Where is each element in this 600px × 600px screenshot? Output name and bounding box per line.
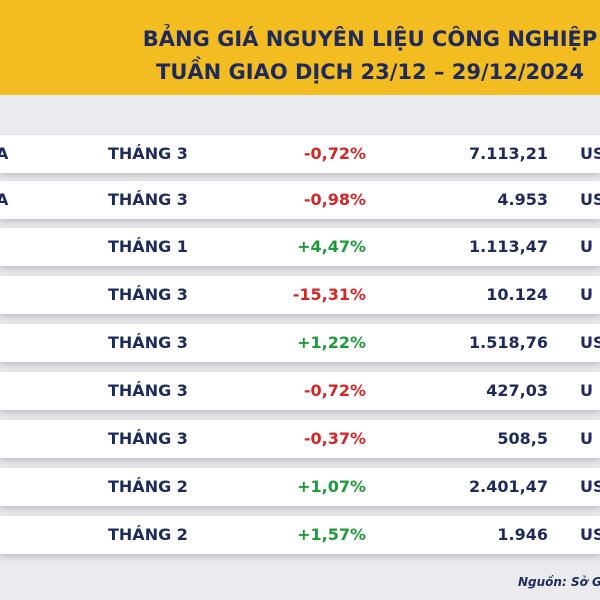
contract-month: THÁNG 3	[108, 381, 188, 400]
price-value: 1.518,76	[469, 333, 548, 352]
contract-month: THÁNG 3	[108, 144, 188, 163]
table-row: THÁNG 3 +1,22% 1.518,76 US	[0, 324, 600, 362]
price-value: 508,5	[497, 429, 548, 448]
contract-month: THÁNG 2	[108, 477, 188, 496]
price-change: -0,72%	[303, 381, 366, 400]
contract-month: THÁNG 3	[108, 429, 188, 448]
price-value: 2.401,47	[469, 477, 548, 496]
price-change: -0,37%	[303, 429, 366, 448]
page-subtitle: TUẦN GIAO DỊCH 23/12 – 29/12/2024	[156, 60, 584, 84]
price-unit: US	[580, 144, 600, 163]
table-row: THÁNG 3 -0,37% 508,5 U	[0, 420, 600, 458]
table-row: THÁNG 2 +1,07% 2.401,47 US	[0, 468, 600, 506]
price-change: +1,22%	[297, 333, 366, 352]
table-row: A THÁNG 3 -0,98% 4.953 US	[0, 181, 600, 219]
price-unit: US	[580, 477, 600, 496]
price-unit: US	[580, 525, 600, 544]
table-row: THÁNG 2 +1,57% 1.946 US	[0, 516, 600, 554]
header-banner: BẢNG GIÁ NGUYÊN LIỆU CÔNG NGHIỆP TUẦN GI…	[0, 0, 600, 95]
price-unit: US	[580, 190, 600, 209]
price-change: +4,47%	[297, 237, 366, 256]
price-unit: US	[580, 333, 600, 352]
page-title: BẢNG GIÁ NGUYÊN LIỆU CÔNG NGHIỆP	[142, 27, 598, 51]
table-row: A THÁNG 3 -0,72% 7.113,21 US	[0, 135, 600, 173]
price-unit: U	[580, 429, 593, 448]
price-change: -15,31%	[292, 285, 366, 304]
price-unit: U	[580, 381, 593, 400]
contract-month: THÁNG 2	[108, 525, 188, 544]
table-row: THÁNG 3 -0,72% 427,03 U	[0, 372, 600, 410]
price-value: 427,03	[486, 381, 548, 400]
commodity-name: A	[0, 144, 9, 163]
price-unit: U	[580, 237, 593, 256]
price-change: -0,72%	[303, 144, 366, 163]
contract-month: THÁNG 3	[108, 190, 188, 209]
price-value: 4.953	[497, 190, 548, 209]
price-unit: U	[580, 285, 593, 304]
table-row: THÁNG 1 +4,47% 1.113,47 U	[0, 228, 600, 266]
commodity-name: A	[0, 190, 9, 209]
contract-month: THÁNG 3	[108, 333, 188, 352]
source-note: Nguồn: Sở G	[518, 575, 600, 589]
price-value: 7.113,21	[469, 144, 548, 163]
price-change: -0,98%	[303, 190, 366, 209]
contract-month: THÁNG 3	[108, 285, 188, 304]
price-value: 10.124	[486, 285, 548, 304]
price-change: +1,57%	[297, 525, 366, 544]
price-value: 1.113,47	[469, 237, 548, 256]
table-row: THÁNG 3 -15,31% 10.124 U	[0, 276, 600, 314]
price-change: +1,07%	[297, 477, 366, 496]
contract-month: THÁNG 1	[108, 237, 188, 256]
price-value: 1.946	[497, 525, 548, 544]
